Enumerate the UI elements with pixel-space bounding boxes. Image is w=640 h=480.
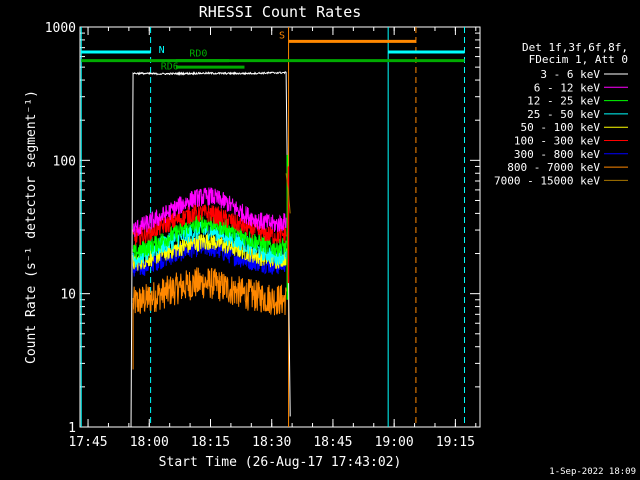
series-line xyxy=(132,267,287,316)
legend-entry: 3 - 6 keV xyxy=(540,68,600,81)
y-axis-label: Count Rate (s⁻¹ detector segment⁻¹) xyxy=(24,90,39,364)
marker-bars: N S RD6 RD0 xyxy=(81,30,465,73)
legend-entry: 6 - 12 keV xyxy=(534,81,601,94)
legend-entry: 100 - 300 keV xyxy=(514,135,600,148)
x-tick-label: 19:15 xyxy=(436,435,475,450)
y-tick-label: 1000 xyxy=(45,21,76,36)
legend-entry: 25 - 50 keV xyxy=(527,108,600,121)
legend-entry: 800 - 7000 keV xyxy=(507,161,600,174)
x-axis-label: Start Time (26-Aug-17 17:43:02) xyxy=(159,455,402,470)
legend-entry: 300 - 800 keV xyxy=(514,148,600,161)
x-tick-label: 18:00 xyxy=(130,435,169,450)
series-line-3-6kev xyxy=(130,71,291,428)
x-tick-label: 19:00 xyxy=(375,435,414,450)
y-tick-label: 1 xyxy=(68,421,76,436)
series-line xyxy=(132,187,287,237)
timestamp: 1-Sep-2022 18:09 xyxy=(549,467,636,477)
legend-entry: 50 - 100 keV xyxy=(521,121,601,134)
legend-header: Det 1f,3f,6f,8f, xyxy=(522,41,628,54)
x-tick-label: 18:30 xyxy=(252,435,291,450)
state-bar-label: RD0 xyxy=(189,49,207,60)
legend-entry: 7000 - 15000 keV xyxy=(494,174,600,187)
state-bar-label: RD6 xyxy=(161,62,179,73)
state-bar-label: S xyxy=(279,30,285,41)
marker-lines xyxy=(80,27,465,427)
plot-frame xyxy=(79,26,481,428)
state-bar-label: N xyxy=(159,45,165,56)
legend-entry: 12 - 25 keV xyxy=(527,95,600,108)
axes: 17:45 18:00 18:15 18:30 18:45 19:00 19:15 1 10 10… xyxy=(45,21,480,450)
series-layer xyxy=(130,71,291,428)
series-line xyxy=(132,204,287,246)
y-tick-label: 10 xyxy=(60,288,76,303)
legend: Det 1f,3f,6f,8f,FDecim 1, Att 0 3 - 6 keV… xyxy=(494,41,628,187)
x-tick-label: 18:45 xyxy=(313,435,352,450)
x-tick-label: 18:15 xyxy=(191,435,230,450)
chart-title: RHESSI Count Rates xyxy=(199,3,362,21)
legend-header: FDecim 1, Att 0 xyxy=(529,53,628,66)
x-tick-label: 17:45 xyxy=(68,435,107,450)
series-line-7000-15000kev xyxy=(285,173,291,214)
y-tick-label: 100 xyxy=(53,154,76,169)
